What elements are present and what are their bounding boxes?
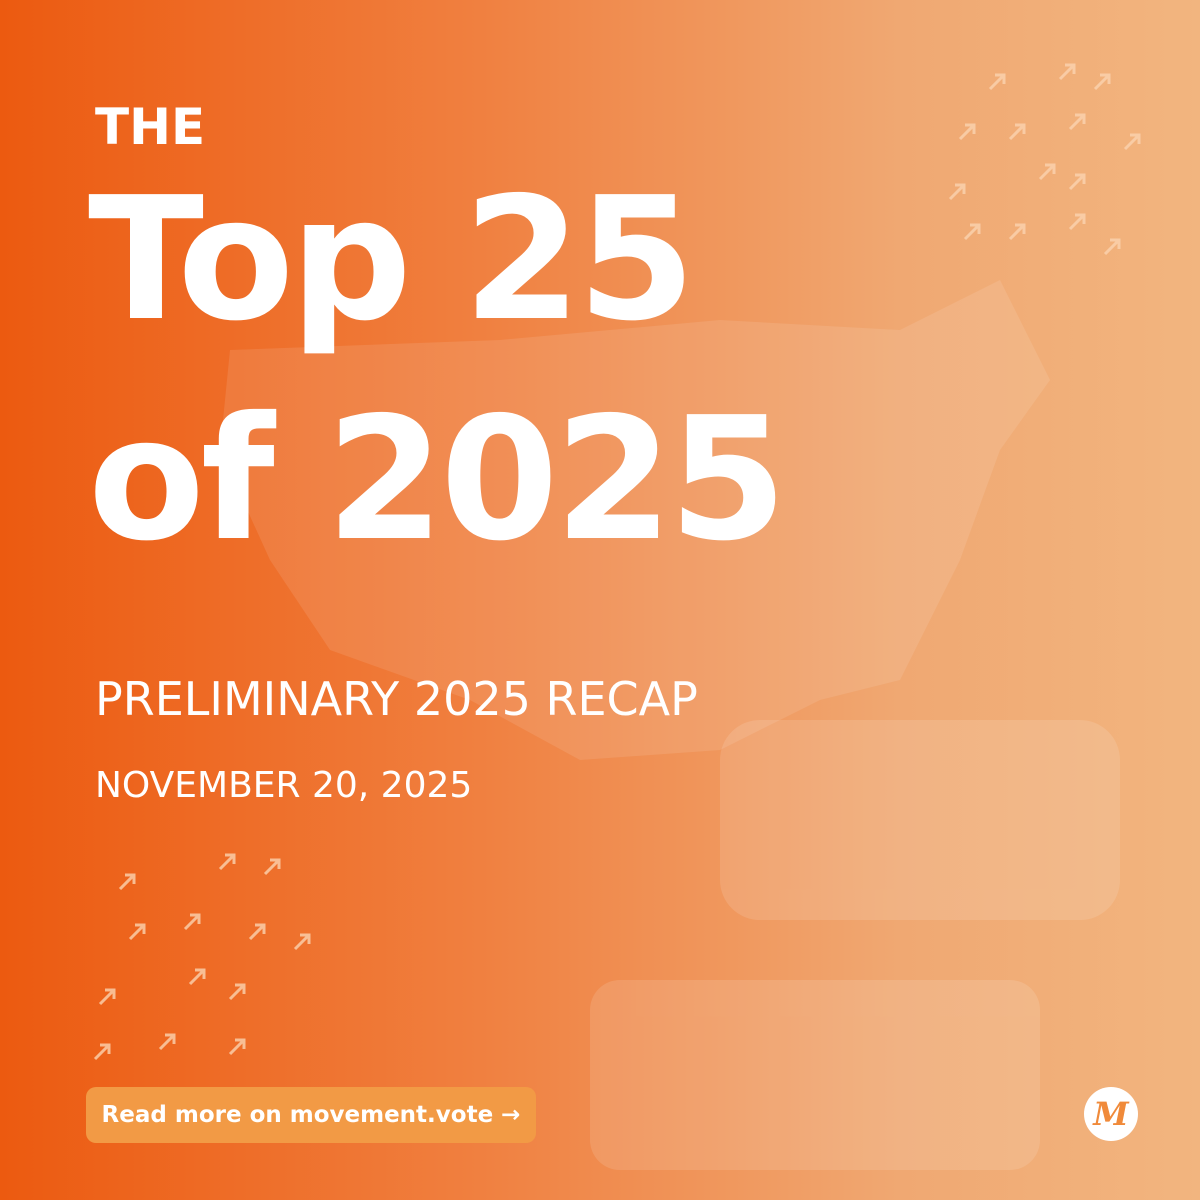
arrow-icon <box>263 858 281 876</box>
arrow-icon <box>1068 173 1086 191</box>
logo: M <box>1084 1087 1138 1141</box>
arrow-icon <box>948 183 966 201</box>
arrow-icon <box>93 1043 111 1061</box>
arrow-icon <box>1008 223 1026 241</box>
arrow-icon <box>158 1033 176 1051</box>
arrow-icon <box>218 853 236 871</box>
arrow-icon <box>128 923 146 941</box>
read-more-button[interactable]: Read more on movement.vote → <box>86 1087 536 1143</box>
title: of 2025 <box>88 381 787 579</box>
title: Top 25 <box>88 161 696 359</box>
subtitle: PRELIMINARY 2025 RECAP <box>95 672 698 726</box>
arrow-icon <box>1103 238 1121 256</box>
arrow-icon <box>98 988 116 1006</box>
arrow-icon <box>1038 163 1056 181</box>
arrow-icon <box>988 73 1006 91</box>
date: NOVEMBER 20, 2025 <box>95 765 473 806</box>
arrow-icon <box>1123 133 1141 151</box>
arrow-icon <box>1058 63 1076 81</box>
arrow-icon <box>1008 123 1026 141</box>
arrow-icon <box>228 983 246 1001</box>
kicker: THE <box>95 98 206 156</box>
arrow-icon <box>1068 113 1086 131</box>
arrow-icon <box>1093 73 1111 91</box>
arrow-icon <box>1068 213 1086 231</box>
map-silhouette <box>220 280 1050 760</box>
arrows <box>93 63 1141 1061</box>
photo-silhouettes <box>590 720 1120 1170</box>
arrow-icon <box>118 873 136 891</box>
arrow-icon <box>963 223 981 241</box>
arrow-icon <box>188 968 206 986</box>
arrow-icon <box>228 1038 246 1056</box>
arrow-icon <box>958 123 976 141</box>
arrow-icon <box>293 933 311 951</box>
arrow-icon <box>248 923 266 941</box>
arrow-icon <box>183 913 201 931</box>
